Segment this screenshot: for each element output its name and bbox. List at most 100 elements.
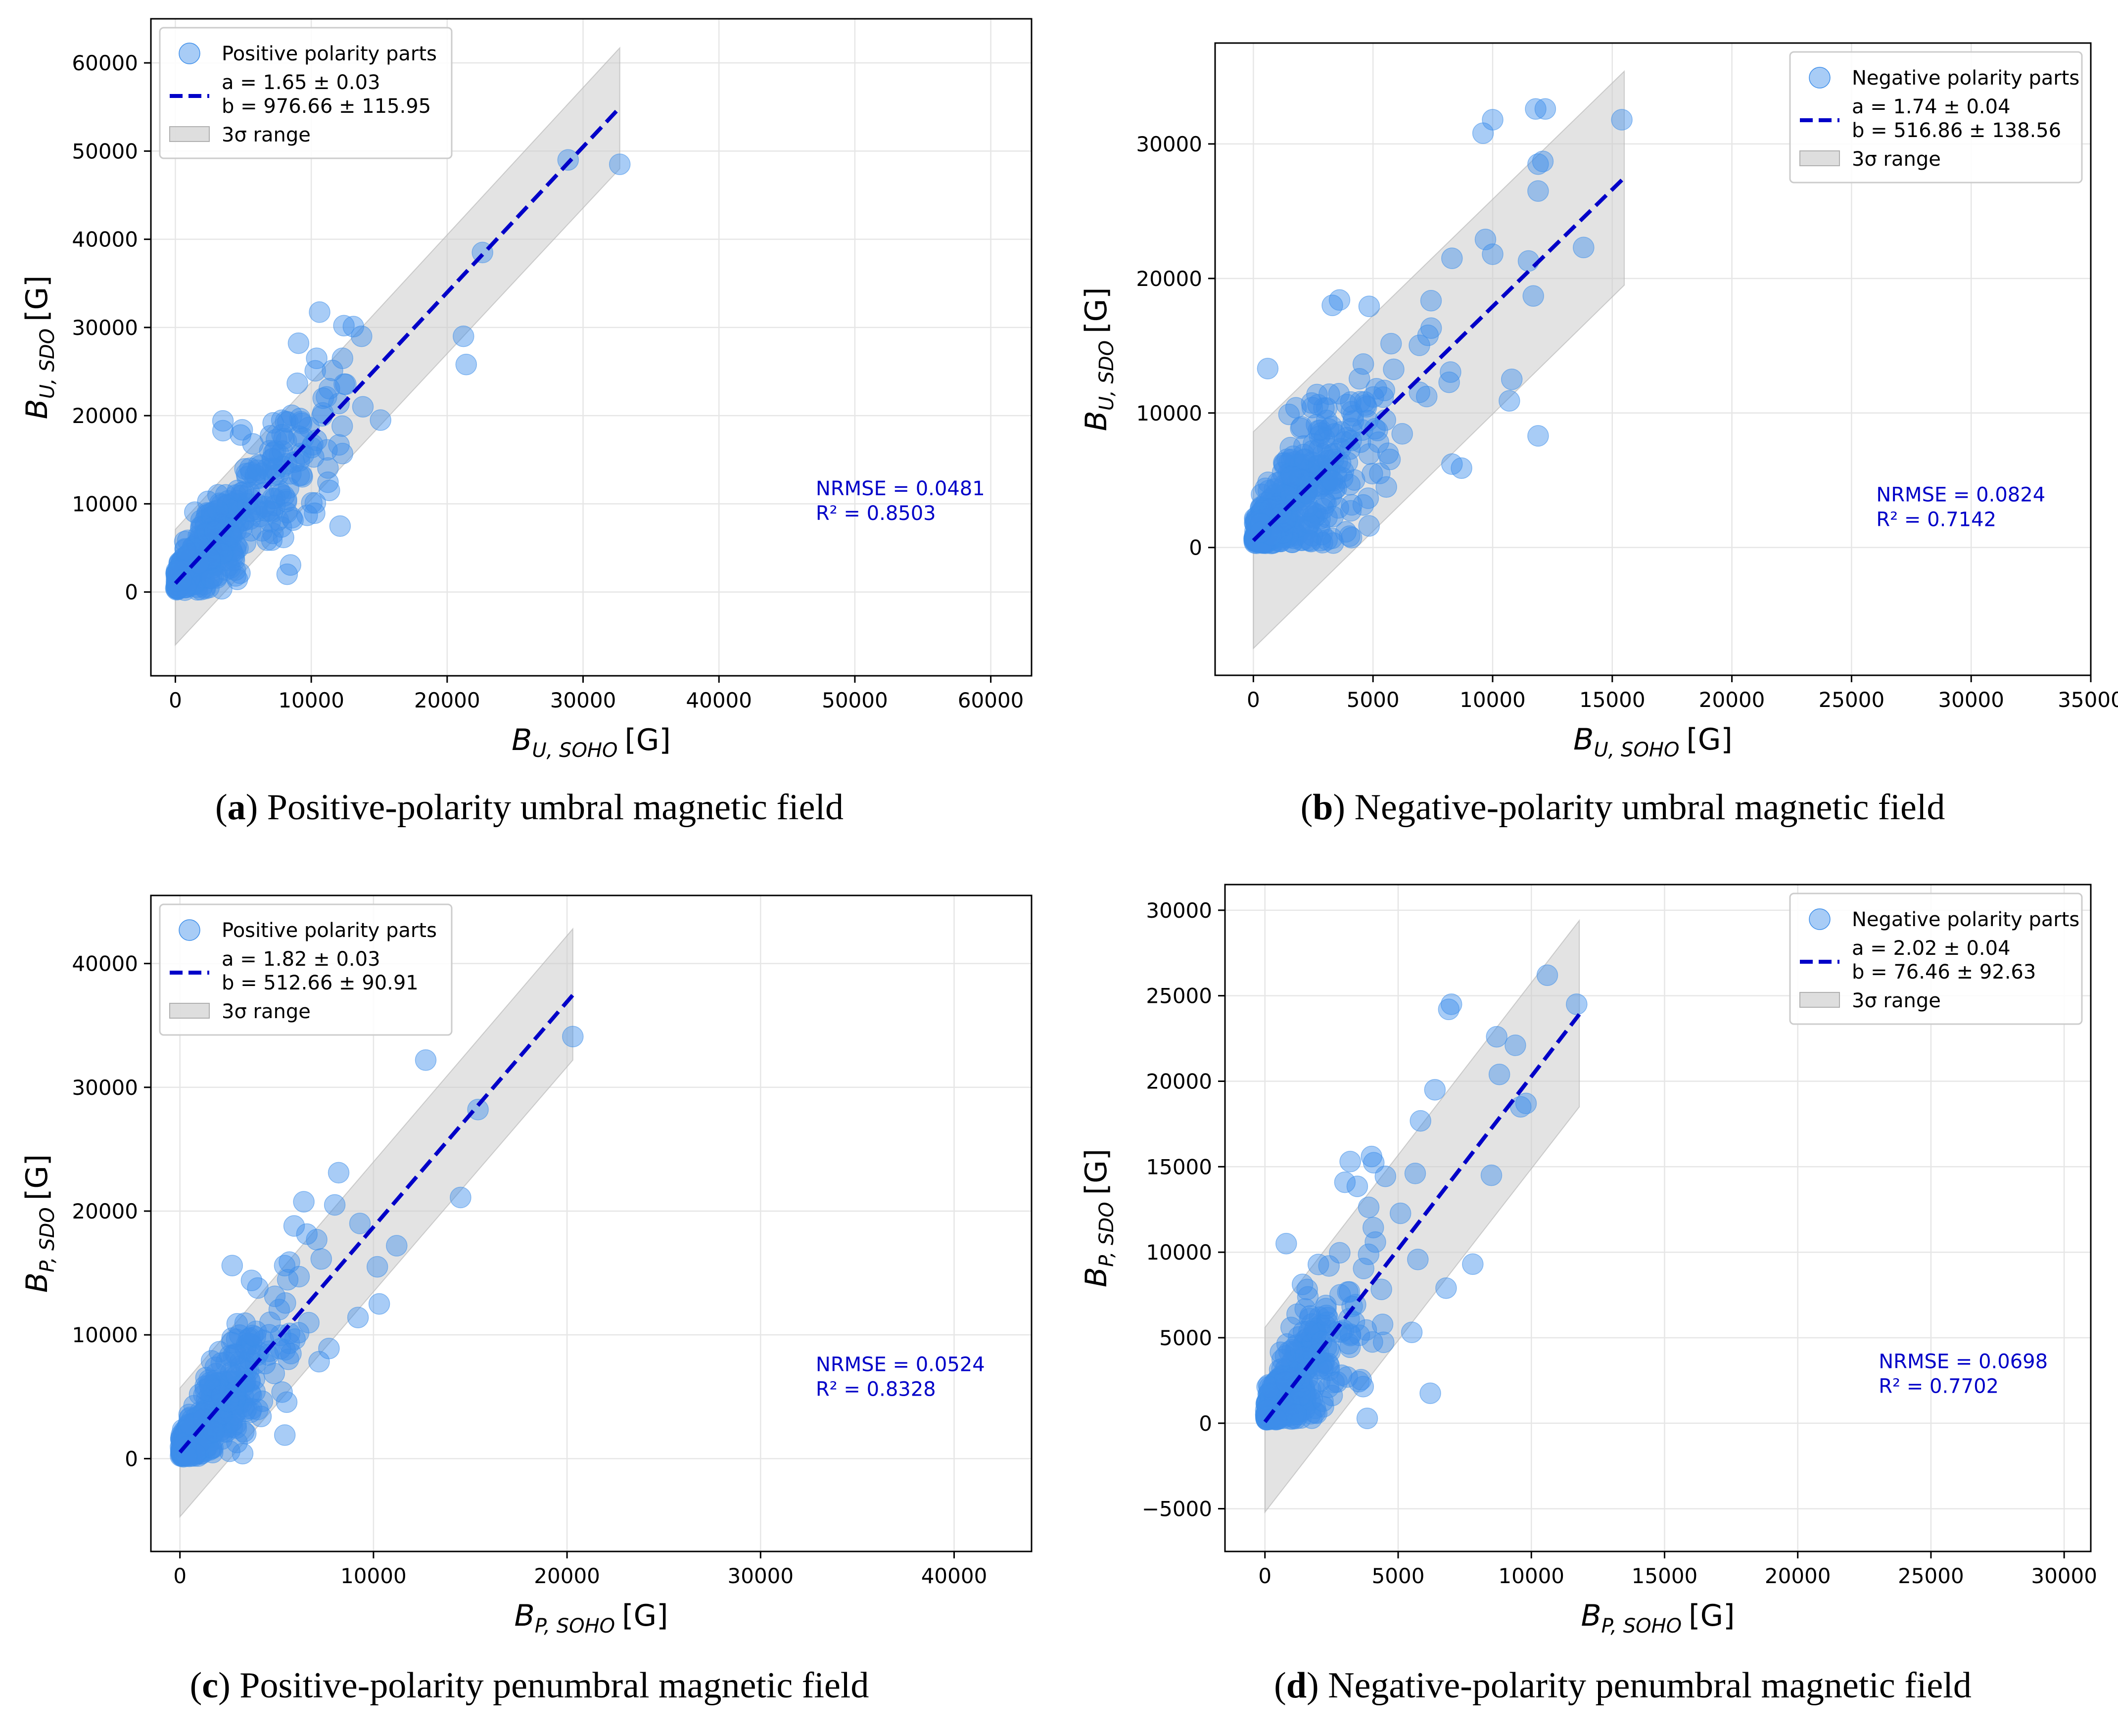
data-point-b-399 xyxy=(1438,372,1460,393)
caption-text-a: Positive-polarity umbral magnetic field xyxy=(258,787,844,828)
data-point-b-125 xyxy=(1358,443,1380,465)
data-point-a-531 xyxy=(212,410,234,432)
y-axis-label-unit-a: [G] xyxy=(20,276,54,322)
legend-label-fit-a-d: a = 2.02 ± 0.04 xyxy=(1852,937,2011,960)
data-point-c-307 xyxy=(277,1268,299,1291)
data-point-c-475 xyxy=(324,1194,346,1216)
x-axis-label-main-c: B xyxy=(515,1598,535,1633)
x-axis-label-unit-b: [G] xyxy=(1687,722,1733,757)
legend-label-fit-a-a: a = 1.65 ± 0.03 xyxy=(222,71,380,94)
data-point-b-435 xyxy=(1377,442,1399,465)
data-point-b-184 xyxy=(1340,527,1363,549)
data-point-b-439 xyxy=(1335,521,1357,543)
y-tick-label-c-3: 30000 xyxy=(72,1076,138,1100)
legend-label-fit-b-d: b = 76.46 ± 92.63 xyxy=(1852,961,2036,984)
data-point-a-523 xyxy=(453,325,474,347)
x-axis-label-sub-a: U, SOHO xyxy=(532,739,617,762)
legend-b: Negative polarity parts a = 1.74 ± 0.04b … xyxy=(1789,51,2083,184)
data-point-d-361 xyxy=(1304,1317,1326,1340)
data-point-d-405 xyxy=(1505,1034,1526,1056)
y-axis-label-b: BU, SDO [G] xyxy=(1079,287,1118,431)
data-point-c-480 xyxy=(318,1337,340,1360)
x-axis-label-main-a: B xyxy=(512,723,532,757)
y-axis-label-a: BU, SDO [G] xyxy=(20,276,59,420)
y-tick-label-d-5: 20000 xyxy=(1146,1069,1212,1093)
x-tick-label-c-1: 10000 xyxy=(340,1564,407,1588)
stats-r2-b: R² = 0.7142 xyxy=(1876,509,1996,531)
data-point-c-468 xyxy=(176,1445,198,1467)
x-tick-label-b-2: 10000 xyxy=(1459,688,1526,712)
data-point-d-90 xyxy=(1372,1331,1395,1353)
data-point-b-205 xyxy=(1349,431,1371,453)
ticks-b: 0 5000 10000 15000 20000 25000 30000 35000 0 1000… xyxy=(1136,132,2118,712)
data-point-a-66 xyxy=(331,415,353,437)
data-point-c-479 xyxy=(347,1307,369,1328)
y-tick-label-d-0: −5000 xyxy=(1142,1497,1212,1521)
data-point-c-484 xyxy=(349,1213,371,1234)
data-point-d-46 xyxy=(1424,1079,1446,1101)
data-point-a-526 xyxy=(333,315,355,337)
y-axis-label-c: BP, SDO [G] xyxy=(20,1154,59,1293)
data-point-b-481 xyxy=(1499,390,1520,412)
legend-label-band-c: 3σ range xyxy=(222,1000,311,1023)
data-point-b-418 xyxy=(1283,466,1305,488)
y-tick-label-c-4: 40000 xyxy=(72,952,138,976)
data-point-c-465 xyxy=(179,1413,201,1436)
data-point-a-537 xyxy=(352,396,374,418)
y-tick-label-b-0: 0 xyxy=(1189,536,1202,560)
data-point-c-228 xyxy=(293,1191,315,1213)
data-point-a-499 xyxy=(286,373,308,394)
data-point-b-472 xyxy=(1517,250,1540,272)
data-point-d-412 xyxy=(1275,1233,1297,1255)
data-point-c-270 xyxy=(310,1248,332,1270)
data-point-a-495 xyxy=(207,499,229,521)
data-point-b-411 xyxy=(1324,423,1346,445)
data-point-b-449 xyxy=(1321,470,1343,492)
data-point-a-506 xyxy=(196,521,219,543)
data-point-c-146 xyxy=(276,1391,298,1413)
data-point-d-414 xyxy=(1361,1145,1382,1168)
data-point-b-460 xyxy=(1525,98,1547,120)
data-point-b-247 xyxy=(1341,494,1363,516)
x-tick-label-a-4: 40000 xyxy=(686,688,752,712)
data-point-b-466 xyxy=(1527,153,1549,175)
data-point-c-470 xyxy=(562,1026,584,1047)
data-point-a-451 xyxy=(280,463,302,485)
data-point-d-16 xyxy=(1362,1331,1383,1353)
data-point-c-474 xyxy=(328,1162,350,1184)
data-point-d-387 xyxy=(1285,1404,1307,1425)
y-axis-label-sub-c: P, SDO xyxy=(36,1207,59,1272)
data-point-a-509 xyxy=(211,543,234,564)
caption-d: (d) Negative-polarity penumbral magnetic… xyxy=(1274,1665,1972,1706)
data-point-b-413 xyxy=(1336,451,1359,473)
data-point-d-398 xyxy=(1274,1345,1297,1367)
data-point-c-421 xyxy=(235,1422,257,1445)
data-point-b-362 xyxy=(1255,477,1276,499)
data-point-a-494 xyxy=(290,411,312,433)
data-point-a-40 xyxy=(309,301,330,323)
data-point-d-406 xyxy=(1488,1063,1510,1085)
data-point-a-129 xyxy=(329,515,351,537)
data-point-d-300 xyxy=(1297,1286,1319,1308)
data-point-c-379 xyxy=(274,1424,296,1446)
data-point-b-386 xyxy=(1316,529,1338,551)
data-point-b-473 xyxy=(1522,285,1544,307)
data-point-b-470 xyxy=(1482,243,1504,265)
data-point-d-364 xyxy=(1355,1319,1377,1341)
data-point-d-342 xyxy=(1289,1385,1311,1407)
data-point-d-145 xyxy=(1337,1281,1359,1303)
plot-area-d: 0 5000 10000 15000 20000 25000 30000 −5000 0 5000… xyxy=(1079,884,2097,1638)
legend-label-fit-a-c: a = 1.82 ± 0.03 xyxy=(222,948,380,971)
data-point-a-474 xyxy=(273,485,295,507)
x-tick-label-b-0: 0 xyxy=(1247,688,1260,712)
data-point-c-368 xyxy=(194,1379,216,1401)
data-point-c-457 xyxy=(218,1391,239,1413)
data-point-a-529 xyxy=(306,347,328,370)
data-point-b-380 xyxy=(1369,463,1391,484)
y-tick-label-b-2: 20000 xyxy=(1136,267,1202,291)
data-point-b-213 xyxy=(1322,532,1344,554)
data-point-c-152 xyxy=(275,1292,296,1314)
y-tick-label-d-7: 30000 xyxy=(1146,898,1212,923)
data-point-c-396 xyxy=(264,1285,286,1308)
data-point-c-483 xyxy=(283,1215,305,1237)
